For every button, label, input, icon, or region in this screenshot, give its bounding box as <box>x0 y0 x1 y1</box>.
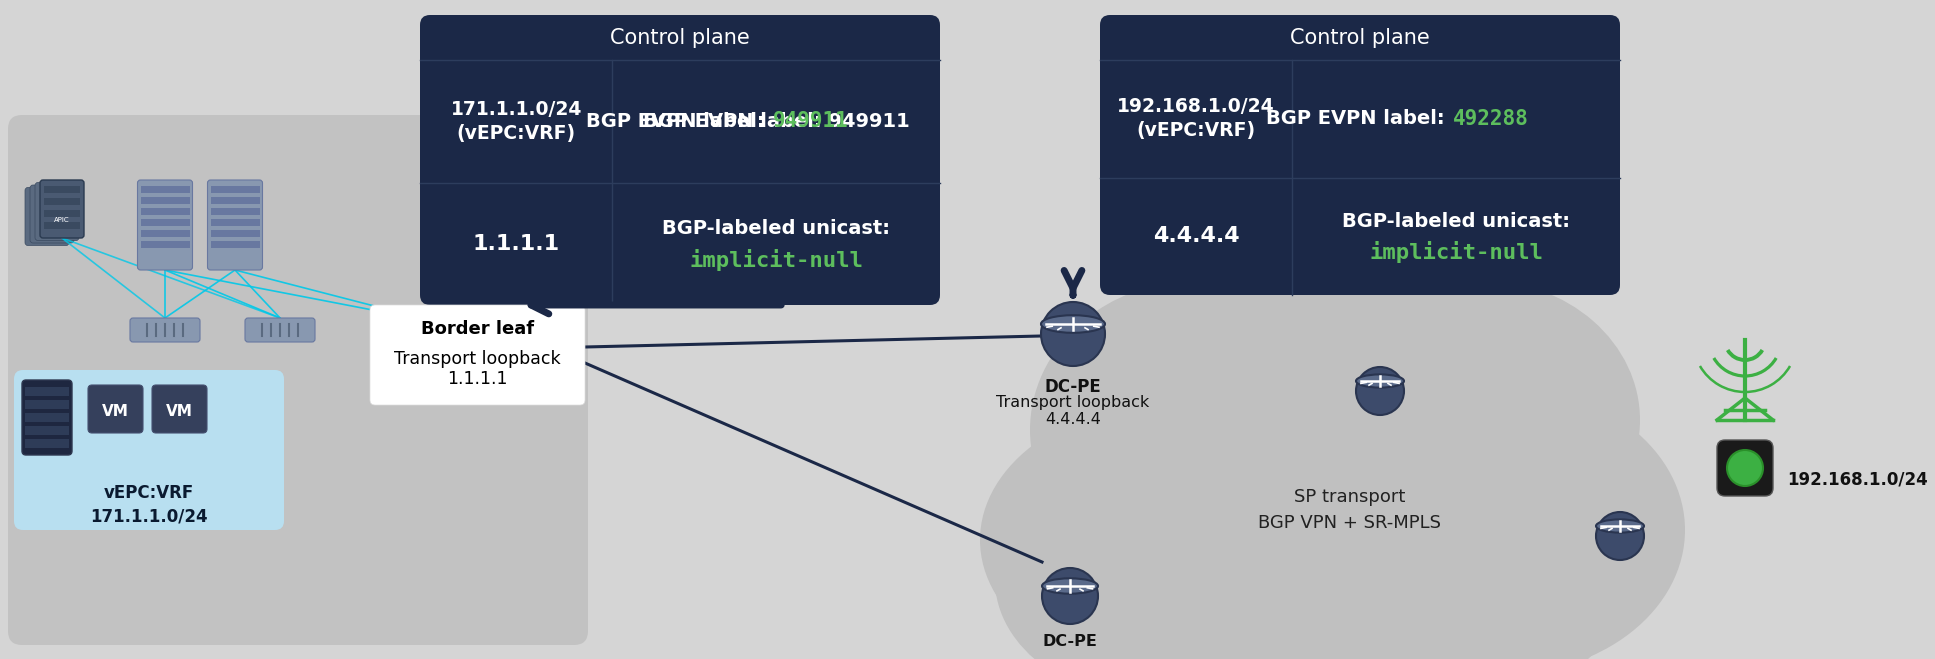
Bar <box>141 197 190 204</box>
Text: SP transport
BGP VPN + SR-MPLS: SP transport BGP VPN + SR-MPLS <box>1258 488 1442 532</box>
Bar <box>211 219 259 226</box>
FancyBboxPatch shape <box>87 385 143 433</box>
Text: 949911: 949911 <box>774 111 849 131</box>
Text: DC-PE: DC-PE <box>1043 634 1097 649</box>
Text: DC-PE: DC-PE <box>1045 378 1101 396</box>
Ellipse shape <box>1089 330 1490 650</box>
Bar <box>45 210 79 217</box>
Text: Transport loopback
1.1.1.1: Transport loopback 1.1.1.1 <box>395 350 561 388</box>
Ellipse shape <box>1041 315 1105 333</box>
Text: implicit-null: implicit-null <box>689 248 863 271</box>
Text: VM: VM <box>101 405 128 420</box>
Bar <box>141 186 190 193</box>
Text: BGP EVPN label: 949911: BGP EVPN label: 949911 <box>642 112 909 130</box>
FancyBboxPatch shape <box>1099 15 1620 295</box>
Text: vEPC:VRF
171.1.1.0/24: vEPC:VRF 171.1.1.0/24 <box>91 484 207 526</box>
Bar <box>141 219 190 226</box>
Circle shape <box>1043 568 1097 624</box>
FancyBboxPatch shape <box>153 385 207 433</box>
Bar <box>211 208 259 215</box>
Bar <box>141 230 190 237</box>
Text: BGP-labeled unicast:: BGP-labeled unicast: <box>662 219 890 239</box>
Circle shape <box>1728 450 1763 486</box>
Ellipse shape <box>1043 579 1097 594</box>
FancyBboxPatch shape <box>8 115 588 645</box>
FancyBboxPatch shape <box>130 318 199 342</box>
Circle shape <box>1356 367 1405 415</box>
Ellipse shape <box>1029 280 1370 580</box>
Text: 171.1.1.0/24
(vEPC:VRF): 171.1.1.0/24 (vEPC:VRF) <box>451 100 582 142</box>
Text: 192.168.1.0/24
(vEPC:VRF): 192.168.1.0/24 (vEPC:VRF) <box>1116 98 1275 140</box>
Text: 492288: 492288 <box>1453 109 1529 129</box>
Bar <box>211 230 259 237</box>
Ellipse shape <box>1316 385 1685 659</box>
Text: 192.168.1.0/24: 192.168.1.0/24 <box>1788 471 1927 489</box>
Text: BGP EVPN label:: BGP EVPN label: <box>586 112 772 130</box>
Text: VM: VM <box>166 405 192 420</box>
Bar <box>45 222 79 229</box>
Ellipse shape <box>1260 315 1641 625</box>
Bar <box>211 241 259 248</box>
Bar <box>141 208 190 215</box>
FancyBboxPatch shape <box>41 180 83 238</box>
FancyBboxPatch shape <box>14 370 284 530</box>
Ellipse shape <box>1320 280 1641 560</box>
Text: 1.1.1.1: 1.1.1.1 <box>472 234 559 254</box>
FancyBboxPatch shape <box>404 323 474 347</box>
FancyBboxPatch shape <box>1716 440 1772 496</box>
Bar <box>211 197 259 204</box>
Text: BGP-labeled unicast:: BGP-labeled unicast: <box>1343 212 1569 231</box>
Text: Control plane: Control plane <box>1291 28 1430 47</box>
FancyBboxPatch shape <box>21 380 72 455</box>
FancyBboxPatch shape <box>35 183 79 241</box>
Text: APIC: APIC <box>54 217 70 223</box>
FancyBboxPatch shape <box>31 185 74 243</box>
Text: 4.4.4.4: 4.4.4.4 <box>1153 226 1240 246</box>
Ellipse shape <box>979 400 1380 659</box>
Bar <box>45 186 79 193</box>
Ellipse shape <box>1356 374 1405 387</box>
Ellipse shape <box>1235 445 1625 659</box>
Text: Border leaf: Border leaf <box>422 320 534 338</box>
Bar <box>25 400 70 409</box>
Bar <box>25 413 70 422</box>
Circle shape <box>1596 512 1645 560</box>
FancyBboxPatch shape <box>370 305 584 405</box>
Ellipse shape <box>1256 250 1585 520</box>
Ellipse shape <box>1130 250 1490 530</box>
FancyBboxPatch shape <box>25 188 70 246</box>
Text: implicit-null: implicit-null <box>1370 241 1542 263</box>
Circle shape <box>1041 302 1105 366</box>
Bar <box>25 439 70 448</box>
Ellipse shape <box>1190 295 1550 605</box>
Bar <box>211 186 259 193</box>
Ellipse shape <box>1596 519 1645 532</box>
Bar <box>25 387 70 396</box>
FancyBboxPatch shape <box>420 15 940 305</box>
Ellipse shape <box>1089 455 1490 659</box>
Text: BGP EVPN label:: BGP EVPN label: <box>1265 109 1451 129</box>
Bar <box>141 241 190 248</box>
FancyBboxPatch shape <box>207 180 263 270</box>
Ellipse shape <box>995 455 1345 659</box>
Bar <box>45 198 79 205</box>
Text: Control plane: Control plane <box>610 28 751 47</box>
FancyBboxPatch shape <box>246 318 315 342</box>
FancyBboxPatch shape <box>137 180 192 270</box>
Bar <box>25 426 70 435</box>
Text: Transport loopback
4.4.4.4: Transport loopback 4.4.4.4 <box>997 395 1149 428</box>
